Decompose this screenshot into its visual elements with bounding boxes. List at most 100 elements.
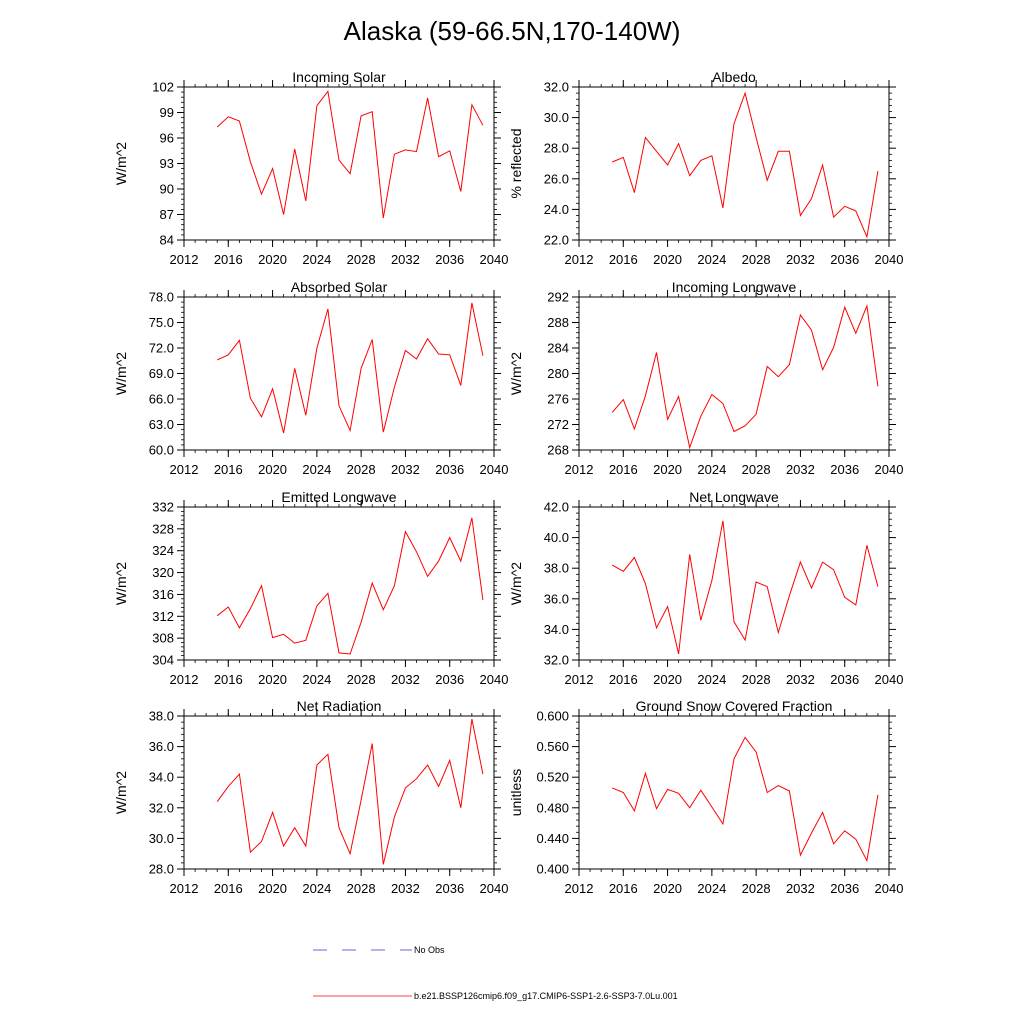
y-tick-label: 32.0	[544, 80, 569, 95]
plot-frame	[183, 296, 495, 451]
x-tick-label: 2020	[258, 672, 287, 687]
x-tick-label: 2036	[435, 881, 464, 896]
x-tick-label: 2020	[653, 881, 682, 896]
x-tick-label: 2016	[609, 462, 638, 477]
series-line	[216, 517, 484, 655]
plot-frame	[578, 506, 890, 661]
y-tick-label: 284	[547, 341, 569, 356]
x-tick-label: 2016	[214, 252, 243, 267]
x-tick-label: 2032	[391, 672, 420, 687]
y-tick-label: 28.0	[544, 141, 569, 156]
x-tick-label: 2024	[697, 252, 726, 267]
x-tick-label: 2040	[480, 672, 509, 687]
y-tick-label: 30.0	[149, 831, 174, 846]
y-tick-label: 38.0	[544, 561, 569, 576]
x-tick-label: 2024	[697, 462, 726, 477]
x-tick-label: 2032	[786, 252, 815, 267]
panel-title: Incoming Longwave	[672, 279, 797, 295]
panel-title: Ground Snow Covered Fraction	[636, 698, 833, 714]
y-tick-label: 280	[547, 366, 569, 381]
plot-frame	[183, 715, 495, 870]
x-tick-label: 2012	[565, 252, 594, 267]
y-tick-label: 328	[152, 521, 174, 536]
x-tick-label: 2036	[830, 462, 859, 477]
y-axis-label: % reflected	[508, 128, 524, 198]
x-tick-label: 2040	[875, 462, 904, 477]
x-tick-label: 2032	[391, 462, 420, 477]
x-tick-label: 2016	[214, 462, 243, 477]
x-tick-label: 2036	[830, 672, 859, 687]
x-tick-label: 2012	[170, 672, 199, 687]
y-tick-label: 312	[152, 609, 174, 624]
x-tick-label: 2036	[830, 881, 859, 896]
y-tick-label: 276	[547, 392, 569, 407]
x-tick-label: 2012	[170, 462, 199, 477]
panel-title: Absorbed Solar	[291, 279, 388, 295]
x-tick-label: 2020	[258, 462, 287, 477]
y-tick-label: 0.560	[536, 739, 569, 754]
x-tick-label: 2012	[565, 881, 594, 896]
x-tick-label: 2024	[302, 672, 331, 687]
y-tick-label: 30.0	[544, 110, 569, 125]
y-tick-label: 28.0	[149, 862, 174, 877]
y-tick-label: 34.0	[149, 770, 174, 785]
y-tick-label: 0.520	[536, 770, 569, 785]
y-tick-label: 69.0	[149, 366, 174, 381]
y-axis-label: W/m^2	[113, 142, 129, 185]
x-tick-label: 2040	[480, 462, 509, 477]
x-tick-label: 2040	[875, 252, 904, 267]
y-tick-label: 40.0	[544, 530, 569, 545]
x-tick-label: 2032	[391, 252, 420, 267]
y-tick-label: 78.0	[149, 290, 174, 305]
plot-frame	[183, 506, 495, 661]
y-tick-label: 0.440	[536, 831, 569, 846]
y-axis-label: unitless	[508, 769, 524, 816]
y-tick-label: 272	[547, 417, 569, 432]
panel-incoming-longwave: Incoming Longwave W/m^2 2012 2016 2020 2024 20…	[508, 279, 903, 477]
panel-title: Incoming Solar	[292, 69, 386, 85]
y-tick-label: 268	[547, 443, 569, 458]
y-axis-label: W/m^2	[113, 771, 129, 814]
x-tick-label: 2028	[347, 672, 376, 687]
y-tick-label: 32.0	[544, 653, 569, 668]
panel-ground-snow-covered-fraction: Ground Snow Covered Fraction unitless 2012…	[508, 698, 903, 896]
y-tick-label: 63.0	[149, 417, 174, 432]
y-tick-label: 320	[152, 565, 174, 580]
panel-title: Albedo	[712, 69, 756, 85]
legend-label: No Obs	[414, 945, 445, 955]
x-tick-label: 2036	[435, 252, 464, 267]
y-tick-label: 304	[152, 653, 174, 668]
y-tick-label: 72.0	[149, 341, 174, 356]
panel-title: Net Longwave	[689, 489, 779, 505]
x-tick-label: 2028	[742, 672, 771, 687]
series-line	[611, 520, 879, 655]
figure-title: Alaska (59-66.5N,170-140W)	[344, 16, 681, 46]
x-tick-label: 2016	[214, 881, 243, 896]
y-tick-label: 288	[547, 315, 569, 330]
series-line	[216, 90, 484, 218]
panel-net-radiation: Net Radiation W/m^2 2012 2016 2020 2024 2028 20…	[113, 698, 508, 896]
x-tick-label: 2020	[653, 672, 682, 687]
series-line	[216, 302, 484, 434]
x-tick-label: 2020	[653, 462, 682, 477]
y-tick-label: 96	[160, 131, 174, 146]
y-tick-label: 32.0	[149, 800, 174, 815]
x-tick-label: 2028	[347, 462, 376, 477]
series-line	[216, 719, 484, 865]
plot-frame	[578, 296, 890, 451]
plot-frame	[183, 86, 495, 241]
y-tick-label: 316	[152, 587, 174, 602]
x-tick-label: 2028	[742, 881, 771, 896]
x-tick-label: 2028	[347, 252, 376, 267]
x-tick-label: 2012	[565, 672, 594, 687]
plot-frame	[578, 715, 890, 870]
series-line	[611, 303, 879, 450]
x-tick-label: 2028	[347, 881, 376, 896]
y-tick-label: 324	[152, 543, 174, 558]
legend-label: b.e21.BSSP126cmip6.f09_g17.CMIP6-SSP1-2.…	[414, 991, 678, 1001]
x-tick-label: 2012	[170, 881, 199, 896]
x-tick-label: 2036	[830, 252, 859, 267]
y-tick-label: 308	[152, 631, 174, 646]
x-tick-label: 2040	[480, 881, 509, 896]
y-tick-label: 34.0	[544, 622, 569, 637]
